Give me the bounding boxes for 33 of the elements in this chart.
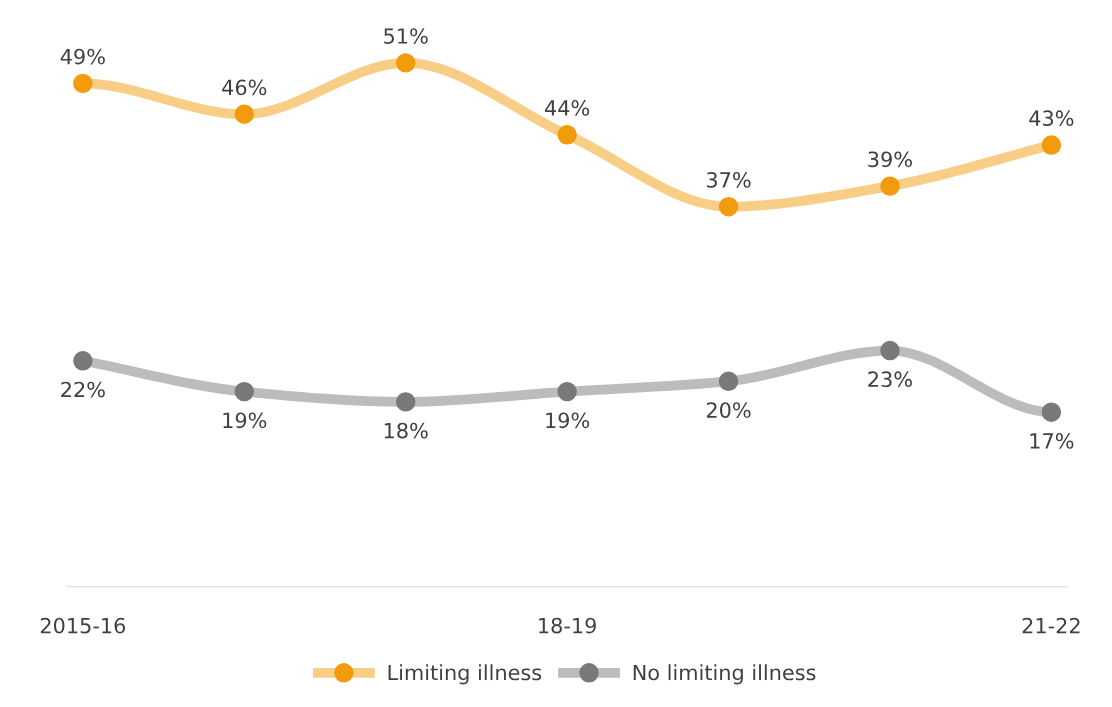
point	[73, 73, 93, 94]
point	[557, 381, 577, 402]
point	[234, 104, 255, 124]
data-label: 43%	[1029, 110, 1074, 127]
legend-label: Limiting illness	[388, 664, 542, 685]
point	[718, 196, 739, 217]
data-label: 46%	[222, 79, 267, 96]
point	[880, 340, 900, 361]
x-tick-label: 18-19	[539, 617, 596, 634]
data-label: 18%	[384, 422, 428, 439]
point	[718, 371, 739, 392]
x-tick-label: 21-22	[1022, 617, 1080, 634]
data-label: 17%	[1030, 433, 1074, 449]
point	[557, 125, 577, 145]
data-label: 19%	[223, 412, 267, 429]
data-label: 51%	[384, 28, 428, 44]
x-tick-label: 2015-16	[40, 617, 126, 634]
legend-label: No limiting illness	[633, 664, 816, 685]
point	[1041, 135, 1062, 155]
data-label: 49%	[60, 48, 105, 65]
data-label: 37%	[706, 171, 751, 188]
data-label: 22%	[61, 381, 105, 398]
data-label: 44%	[544, 100, 590, 116]
data-label: 20%	[706, 402, 751, 418]
point	[234, 381, 255, 402]
point	[395, 392, 416, 412]
point	[395, 53, 416, 73]
point	[880, 176, 900, 196]
data-label: 23%	[868, 371, 912, 388]
data-label: 19%	[546, 412, 590, 429]
point	[73, 351, 93, 371]
point	[1041, 402, 1062, 422]
data-label: 39%	[868, 151, 912, 168]
